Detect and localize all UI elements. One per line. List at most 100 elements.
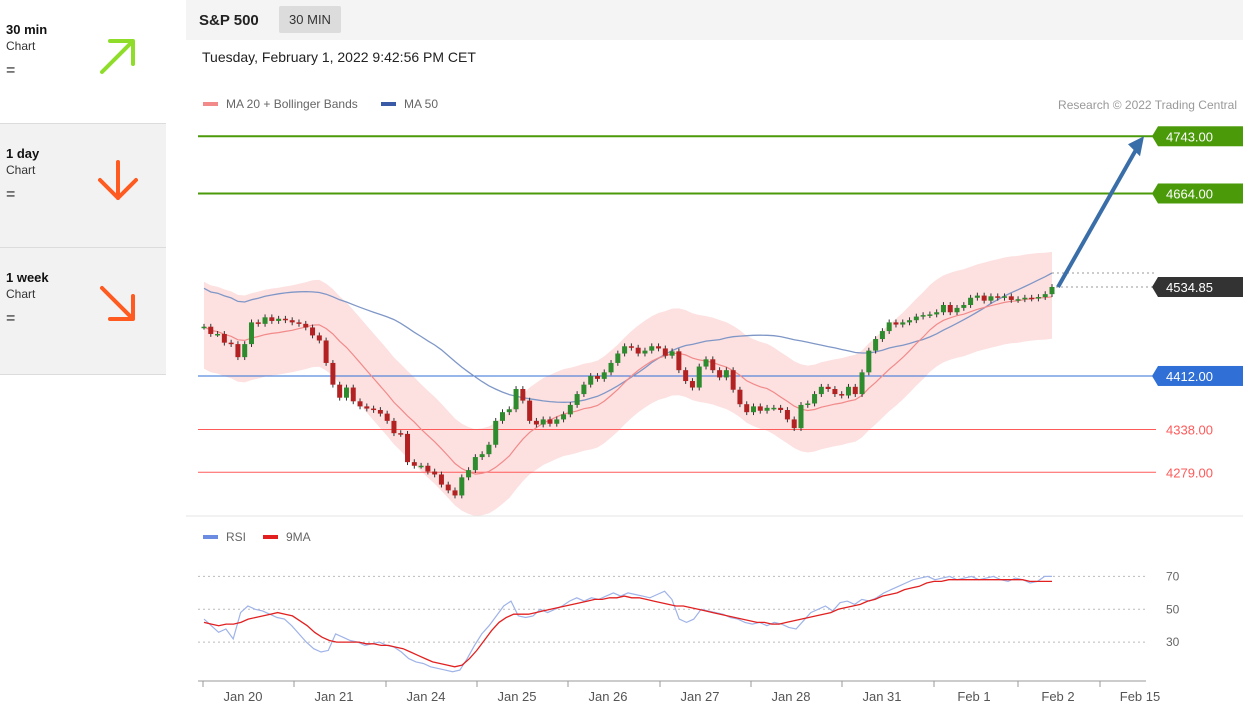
candle-body <box>764 407 770 411</box>
candle-body <box>554 419 560 424</box>
candle-body <box>927 314 933 316</box>
rsi-level-label: 50 <box>1166 602 1180 616</box>
candle-body <box>364 406 370 409</box>
candle-body <box>228 342 234 345</box>
sidebar-item-1week[interactable]: 1 week Chart = <box>0 248 166 375</box>
candle-body <box>628 346 634 348</box>
candle-body <box>255 322 261 324</box>
rsi-level-label: 70 <box>1166 569 1180 583</box>
candle-body <box>676 351 682 371</box>
x-tick-label: Jan 28 <box>771 689 810 704</box>
level-tag-pointer <box>1152 277 1158 298</box>
timestamp: Tuesday, February 1, 2022 9:42:56 PM CET <box>202 49 476 65</box>
candle-body <box>459 477 465 496</box>
candle-body <box>642 350 648 354</box>
equal-icon: = <box>6 310 16 327</box>
candle-body <box>1049 287 1055 295</box>
candle-body <box>316 335 322 341</box>
legend-ma20: MA 20 + Bollinger Bands <box>203 97 358 111</box>
equal-icon: = <box>6 62 16 79</box>
candle-body <box>445 484 451 491</box>
legend-label: 9MA <box>286 530 311 544</box>
candle-body <box>425 465 431 472</box>
equal-icon: = <box>6 186 16 203</box>
legend-swatch <box>203 101 218 106</box>
candle-body <box>879 331 885 340</box>
candle-body <box>954 307 960 313</box>
candle-body <box>825 386 831 389</box>
candle-body <box>296 322 302 324</box>
candle-body <box>1022 297 1028 300</box>
rsi-ma-line <box>203 579 1052 668</box>
candle-body <box>649 346 655 351</box>
x-tick-label: Feb 2 <box>1041 689 1074 704</box>
candle-body <box>608 362 614 373</box>
candle-body <box>418 465 424 468</box>
candle-body <box>520 389 526 401</box>
candle-body <box>832 389 838 395</box>
sidebar-item-title: 30 min <box>6 22 48 37</box>
credit-text: Research © 2022 Trading Central <box>1058 98 1237 112</box>
candle-body <box>371 408 377 411</box>
candle-body <box>974 295 980 298</box>
candle-body <box>669 351 675 356</box>
x-tick-label: Jan 20 <box>223 689 262 704</box>
candle-body <box>913 316 919 321</box>
level-tag-4743.00 <box>1158 126 1243 147</box>
candle-body <box>818 386 824 395</box>
sidebar-item-subtitle: Chart <box>6 287 36 301</box>
candle-body <box>961 305 967 308</box>
sidebar-item-title: 1 day <box>6 146 40 161</box>
candle-body <box>330 362 336 385</box>
candle-body <box>343 387 349 398</box>
candle-body <box>269 317 275 321</box>
candle-body <box>357 401 363 407</box>
candle-body <box>662 348 668 356</box>
level-tag-pointer <box>1152 365 1158 386</box>
candle-body <box>581 384 587 395</box>
timeframe-button[interactable]: 30 MIN <box>279 6 341 33</box>
candle-body <box>282 318 288 321</box>
level-tag-4664.00 <box>1158 183 1243 204</box>
x-tick-label: Jan 24 <box>406 689 445 704</box>
bollinger-band <box>204 251 1052 517</box>
candle-body <box>248 322 254 345</box>
candle-body <box>710 359 716 371</box>
candle-body <box>988 296 994 301</box>
candle-body <box>947 305 953 313</box>
arrow-down-icon <box>98 160 138 200</box>
candle-body <box>398 433 404 435</box>
legend-rsi: RSI <box>203 530 246 544</box>
candle-body <box>778 407 784 410</box>
candle-body <box>940 305 946 313</box>
candle-body <box>208 326 214 334</box>
candle-body <box>683 370 689 382</box>
candle-body <box>486 444 492 455</box>
candle-body <box>1035 297 1041 299</box>
level-label-4338.00: 4338.00 <box>1166 423 1213 438</box>
legend-swatch <box>381 101 396 106</box>
candle-body <box>852 386 858 395</box>
ma20-line <box>203 296 1053 475</box>
chart-panel: S&P 500 30 MIN Tuesday, February 1, 2022… <box>186 0 1243 713</box>
x-tick-label: Jan 26 <box>588 689 627 704</box>
candle-body <box>689 381 695 388</box>
candle-body <box>391 420 397 434</box>
candle-body <box>1029 297 1035 300</box>
legend-swatch <box>203 534 218 539</box>
candle-body <box>873 339 879 351</box>
candle-body <box>561 414 567 420</box>
x-tick-label: Jan 31 <box>862 689 901 704</box>
price-chart: 4743.00 4664.00 4534.85 4412.00 4338.00 4279.… <box>186 126 1243 704</box>
candle-body <box>452 490 458 496</box>
sidebar-item-30min[interactable]: 30 min Chart = <box>0 0 166 124</box>
candle-body <box>839 394 845 396</box>
candle-body <box>615 353 621 363</box>
x-tick-label: Feb 15 <box>1120 689 1160 704</box>
candle-body <box>723 370 729 378</box>
candle-body <box>533 420 539 425</box>
candle-body <box>215 333 221 336</box>
sidebar-item-1day[interactable]: 1 day Chart = <box>0 124 166 248</box>
x-tick-label: Feb 1 <box>957 689 990 704</box>
level-tag-pointer <box>1152 183 1158 204</box>
